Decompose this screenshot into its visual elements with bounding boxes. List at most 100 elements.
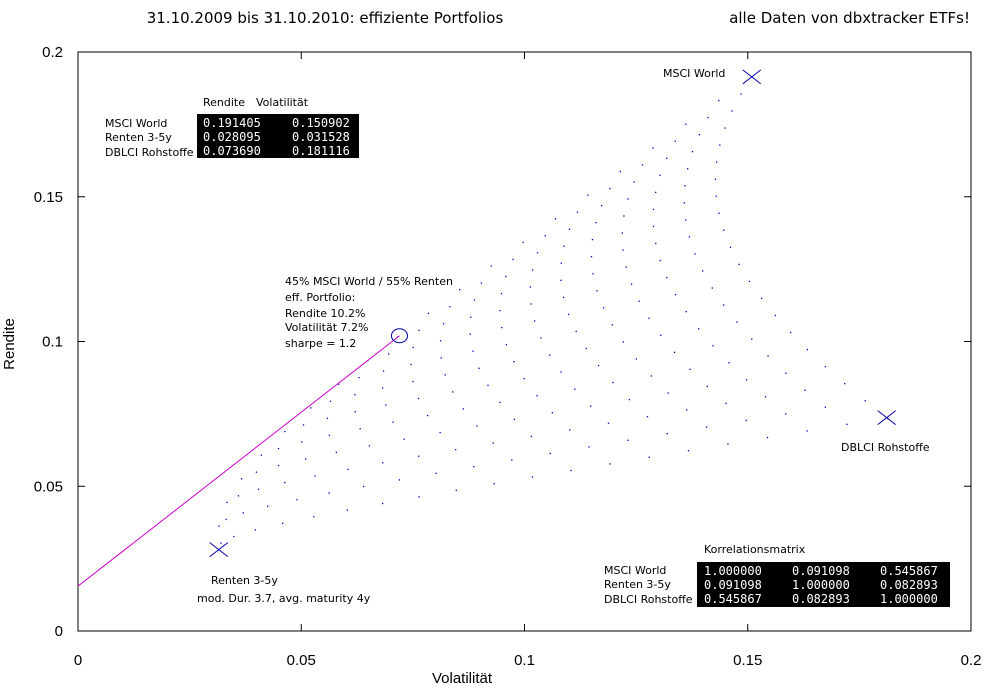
portfolio-point: [698, 328, 700, 330]
portfolio-point: [505, 275, 507, 278]
portfolio-point: [590, 256, 593, 258]
portfolio-point: [789, 331, 792, 334]
chart-title: 31.10.2009 bis 31.10.2010: effiziente Po…: [147, 9, 504, 27]
portfolio-point: [381, 387, 384, 389]
correlation-table: Korrelationsmatrix MSCI World Renten 3-5…: [604, 543, 950, 607]
portfolio-point: [530, 303, 532, 305]
table-row-label: DBLCI Rohstoffe: [604, 593, 693, 606]
portfolio-point: [551, 412, 553, 414]
portfolio-point: [648, 456, 650, 458]
portfolio-point: [607, 422, 610, 424]
efficient-portfolio-marker: [390, 328, 408, 344]
portfolio-point: [338, 383, 340, 385]
table-cell: 0.091098: [792, 564, 850, 578]
portfolio-point: [622, 249, 624, 251]
portfolio-point: [513, 361, 515, 363]
portfolio-point: [844, 382, 846, 385]
portfolio-point: [549, 354, 551, 356]
y-tick-label: 0.15: [34, 189, 63, 206]
portfolio-point: [462, 408, 464, 410]
asset-label-msci-world: MSCI World: [663, 67, 725, 80]
portfolio-point: [719, 144, 721, 146]
portfolio-point: [665, 157, 668, 159]
efficient-portfolio-annotation: 45% MSCI World / 55% Renten eff. Portfol…: [285, 275, 453, 350]
portfolio-point: [627, 439, 629, 441]
portfolio-point: [499, 309, 501, 312]
portfolio-point: [591, 238, 594, 241]
portfolio-point: [260, 454, 263, 456]
portfolio-point: [449, 306, 451, 308]
portfolio-point: [499, 401, 501, 404]
portfolio-point: [785, 372, 787, 374]
portfolio-point: [736, 321, 738, 323]
portfolio-point: [683, 202, 685, 204]
portfolio-point: [689, 368, 691, 371]
portfolio-point: [673, 351, 676, 353]
portfolio-point: [233, 535, 235, 538]
portfolio-point: [718, 212, 720, 214]
table-cell: 0.031528: [292, 130, 350, 144]
portfolio-point: [328, 492, 330, 494]
portfolio-point: [729, 246, 732, 248]
portfolio-point: [648, 317, 650, 319]
portfolio-point: [609, 463, 611, 465]
portfolio-point: [724, 127, 726, 129]
portfolio-point: [723, 229, 725, 231]
portfolio-point: [785, 413, 787, 415]
asset-marker: [877, 410, 896, 426]
portfolio-point: [630, 283, 633, 285]
portfolio-point: [454, 448, 457, 451]
table-cell: 0.028095: [203, 130, 261, 144]
portfolio-point: [412, 380, 414, 383]
portfolio-point: [646, 415, 649, 418]
portfolio-point: [440, 357, 442, 359]
portfolio-point: [706, 385, 708, 388]
portfolio-point: [767, 355, 769, 357]
portfolio-point: [691, 151, 694, 153]
portfolio-point: [536, 395, 538, 397]
portfolio-point: [480, 282, 483, 284]
portfolio-point: [382, 462, 384, 464]
portfolio-point: [727, 443, 729, 445]
portfolio-point: [329, 400, 332, 402]
annotation-line: Volatilität 7.2%: [285, 321, 369, 334]
annotation-line: sharpe = 1.2: [285, 337, 356, 350]
portfolio-point: [715, 195, 717, 197]
portfolio-point: [282, 522, 284, 524]
portfolio-point: [667, 392, 669, 394]
portfolio-point: [472, 350, 474, 352]
table-row-label: MSCI World: [105, 117, 167, 130]
portfolio-point: [540, 337, 542, 339]
annotation-line: 45% MSCI World / 55% Renten: [285, 275, 453, 288]
x-tick-label: 0.1: [514, 652, 535, 669]
portfolio-point: [500, 292, 503, 295]
portfolio-point: [478, 367, 480, 369]
portfolio-point: [220, 542, 222, 544]
portfolio-point: [597, 364, 600, 367]
portfolio-point: [686, 409, 688, 411]
portfolio-point: [660, 334, 662, 336]
portfolio-point: [824, 365, 827, 368]
table-row-label: Renten 3-5y: [604, 578, 671, 591]
portfolio-point: [652, 147, 654, 149]
annotation-line: Rendite 10.2%: [285, 307, 365, 320]
asset-marker-stroke: [209, 542, 229, 558]
portfolio-point: [702, 270, 704, 272]
table-header: Rendite: [203, 96, 245, 109]
portfolio-point: [358, 376, 360, 379]
portfolio-point: [806, 348, 808, 351]
portfolio-cloud: [218, 76, 888, 551]
annotation-line: eff. Portfolio:: [285, 291, 355, 304]
table-cell: 0.091098: [704, 578, 762, 592]
portfolio-point: [567, 313, 570, 316]
portfolio-point: [242, 512, 244, 514]
portfolio-point: [698, 134, 700, 136]
table-row-label: Renten 3-5y: [105, 131, 172, 144]
table-cell: 0.545867: [880, 564, 938, 578]
portfolio-point: [685, 219, 687, 221]
portfolio-point: [388, 353, 390, 355]
portfolio-point: [652, 208, 655, 211]
portfolio-point: [418, 455, 420, 457]
portfolio-point: [455, 489, 457, 491]
portfolio-point: [576, 211, 579, 213]
